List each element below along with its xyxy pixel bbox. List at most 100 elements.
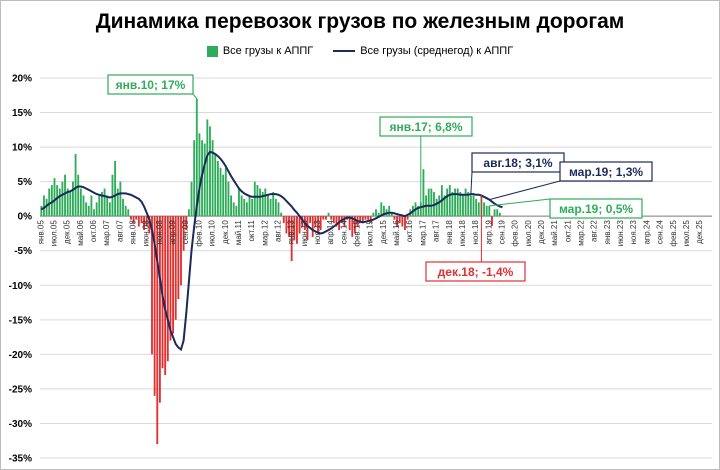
x-tick-label: сен.09 (181, 220, 190, 245)
bar (114, 160, 117, 217)
x-tick-label: окт.11 (247, 220, 256, 242)
bar (53, 178, 56, 217)
bar (348, 216, 351, 230)
y-tick-label: -30% (9, 419, 32, 430)
bar (274, 198, 277, 217)
annotation-box (379, 116, 473, 137)
bar (483, 202, 485, 217)
bar (256, 185, 259, 217)
bar (351, 216, 354, 237)
bar (238, 188, 240, 217)
bar (240, 195, 243, 217)
x-tick-label: июн.13 (300, 220, 309, 247)
y-tick-label: 0% (18, 212, 33, 223)
bar (95, 202, 98, 217)
x-tick-label: май.16 (392, 220, 401, 246)
bar (454, 188, 456, 217)
x-tick-label: фев.20 (511, 220, 520, 247)
annotation-label: дек.18; -1,4% (438, 265, 514, 279)
x-tick-label: фев.15 (353, 220, 362, 247)
x-tick-label: май.21 (550, 220, 559, 246)
bar (209, 126, 211, 217)
annotation-box (549, 198, 643, 219)
bar (396, 216, 399, 227)
x-tick-label: сен.19 (497, 220, 506, 245)
bar (156, 216, 159, 445)
bar (119, 181, 122, 217)
annotation-leader (489, 180, 561, 201)
bar (298, 216, 301, 234)
bar (172, 216, 175, 334)
bar (259, 188, 261, 217)
bar (267, 195, 269, 217)
x-tick-label: апр.19 (484, 220, 493, 245)
y-axis-ticks: 20% 15% 10% 5% 0% -5% -10% -15% -20% -25% -30% -35% (9, 74, 32, 465)
bar (232, 202, 235, 217)
bar (180, 216, 182, 286)
x-tick-label: окт.06 (89, 220, 98, 242)
y-tick-label: -25% (9, 384, 32, 395)
x-tick-label: июл.05 (49, 220, 58, 247)
x-tick-label: июл.25 (682, 220, 691, 247)
bar (48, 188, 51, 217)
bar (343, 216, 346, 227)
bar (282, 216, 285, 224)
bar (290, 216, 293, 262)
annotation-label: мар.19; 0,5% (559, 202, 633, 216)
bar (446, 188, 449, 217)
bar (406, 216, 409, 220)
y-tick-label: -5% (14, 246, 32, 257)
gridlines (40, 77, 712, 459)
bar (272, 192, 275, 217)
bar (459, 192, 462, 217)
bar (224, 167, 227, 217)
bar (467, 192, 470, 217)
bar (106, 195, 109, 217)
legend-label-bars: Все грузы к АППГ (222, 45, 314, 57)
bar (253, 181, 256, 217)
bar (235, 205, 238, 217)
bar (364, 216, 367, 220)
x-tick-label: мар.12 (260, 220, 269, 246)
bar (151, 216, 153, 355)
bar (58, 188, 61, 217)
bar (103, 188, 106, 217)
bar (301, 216, 304, 227)
annotation-leader (470, 171, 473, 195)
annotation-box (107, 74, 194, 95)
bar (377, 212, 380, 217)
bar (404, 216, 406, 230)
bar (306, 216, 309, 241)
bar (469, 195, 472, 217)
annotation-label: авг.18; 3,1% (483, 156, 553, 170)
bar (438, 195, 441, 217)
bar (40, 205, 43, 217)
bar (206, 119, 209, 217)
legend-label-line: Все грузы (среднегод) к АППГ (360, 45, 514, 57)
bar (393, 216, 396, 220)
bar (101, 192, 103, 217)
x-tick-label: окт.21 (563, 220, 572, 242)
bar (164, 216, 167, 376)
x-tick-label: ноя.13 (313, 220, 322, 245)
bar (69, 192, 72, 217)
x-tick-label: фев.10 (194, 220, 203, 247)
x-tick-label: дек.05 (63, 220, 72, 244)
annotation-box (425, 261, 526, 282)
bar (277, 202, 280, 217)
x-tick-label: дек.15 (379, 220, 388, 244)
bar (314, 216, 317, 227)
bar (124, 205, 127, 217)
bar-series (40, 98, 501, 445)
bar (401, 216, 404, 227)
x-tick-label: дек.25 (695, 220, 704, 244)
y-tick-label: 5% (18, 177, 33, 188)
bar (322, 216, 325, 220)
x-tick-label: апр.14 (326, 220, 335, 245)
bar (127, 209, 130, 217)
y-tick-label: 10% (12, 143, 32, 154)
annotation-label: мар.19; 1,3% (569, 165, 643, 179)
bar (477, 202, 480, 217)
bar (488, 205, 491, 217)
